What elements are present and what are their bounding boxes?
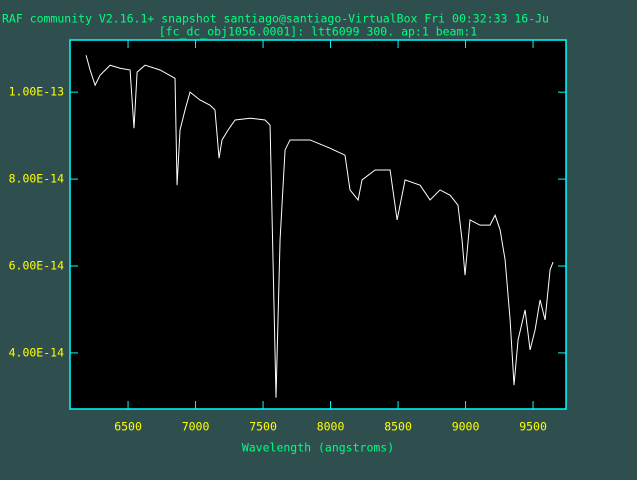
spectrum-line: [85, 55, 554, 398]
chart-subtitle: [fc_dc_obj1056.0001]: ltt6099 300. ap:1 …: [159, 25, 478, 39]
x-tick-label: 8500: [384, 420, 412, 434]
chart-title: RAF community V2.16.1+ snapshot santiago…: [2, 12, 549, 26]
x-tick-label: 8000: [317, 420, 345, 434]
y-tick-label: 4.00E-14: [9, 345, 64, 359]
x-tick-label: 7000: [182, 420, 210, 434]
x-axis-label: Wavelength (angstroms): [242, 441, 394, 455]
plot-area: [69, 39, 567, 410]
y-tick-label: 6.00E-14: [9, 259, 64, 273]
x-tick-label: 6500: [114, 420, 142, 434]
x-tick-label: 9500: [519, 420, 547, 434]
y-tick-label: 8.00E-14: [9, 172, 64, 186]
x-tick-label: 7500: [249, 420, 277, 434]
y-tick-label: 1.00E-13: [9, 85, 64, 99]
x-tick-label: 9000: [452, 420, 480, 434]
